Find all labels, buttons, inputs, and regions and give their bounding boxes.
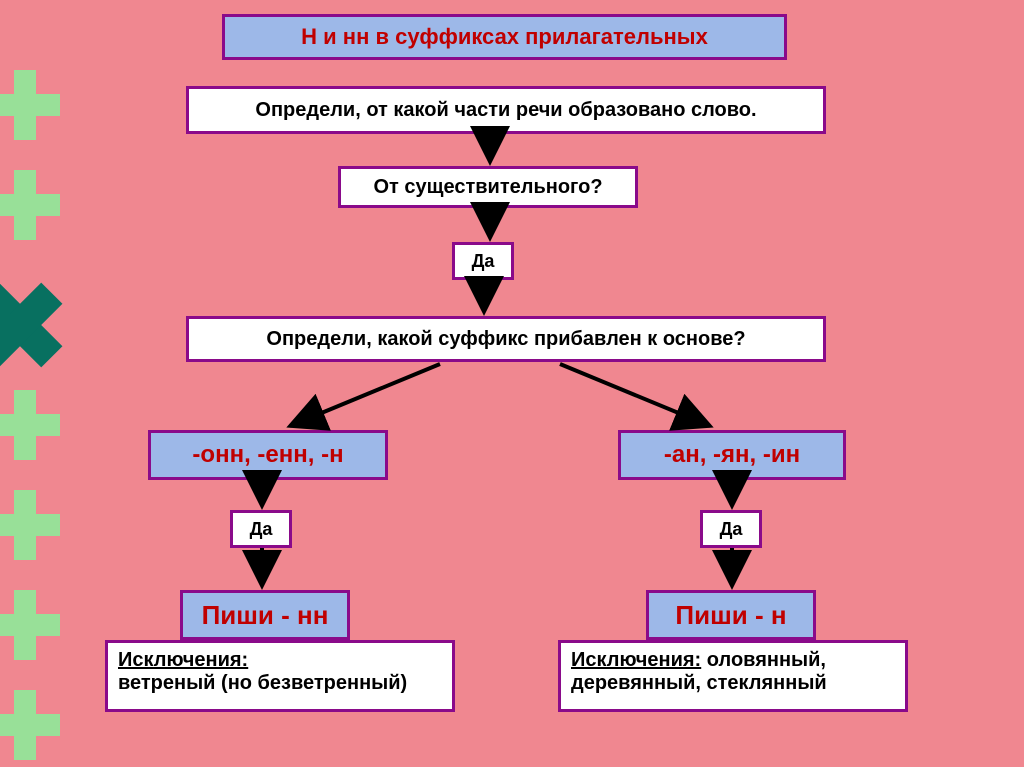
left-suffix-text: -онн, -енн, -н [192, 441, 343, 469]
step2-text: От существительного? [373, 176, 602, 199]
right-suffix-text: -ан, -ян, -ин [664, 441, 800, 469]
step3-text: Определи, какой суффикс прибавлен к осно… [266, 328, 745, 351]
write-nn-box: Пиши - нн [180, 590, 350, 640]
exc-left-text: ветреный (но безветренный) [118, 672, 407, 694]
exception-right-box: Исключения: оловянный, деревянный, стекл… [558, 640, 908, 712]
step3-box: Определи, какой суффикс прибавлен к осно… [186, 316, 826, 362]
write-n-box: Пиши - н [646, 590, 816, 640]
step2-box: От существительного? [338, 166, 638, 208]
da-right-box: Да [700, 510, 762, 548]
exc-left-label: Исключения: [118, 649, 248, 671]
da1-box: Да [452, 242, 514, 280]
title-text: Н и нн в суффиксах прилагательных [301, 24, 708, 50]
title-box: Н и нн в суффиксах прилагательных [222, 14, 787, 60]
right-suffix-box: -ан, -ян, -ин [618, 430, 846, 480]
step1-box: Определи, от какой части речи образовано… [186, 86, 826, 134]
exc-left-content: Исключения: ветреный (но безветренный) [118, 649, 407, 695]
write-nn-text: Пиши - нн [202, 600, 329, 631]
write-n-text: Пиши - н [675, 600, 786, 631]
step1-text: Определи, от какой части речи образовано… [255, 99, 756, 122]
exc-right-content: Исключения: оловянный, деревянный, стекл… [571, 649, 895, 695]
da-left-text: Да [250, 519, 273, 540]
exc-right-label: Исключения: [571, 649, 701, 671]
left-suffix-box: -онн, -енн, -н [148, 430, 388, 480]
da-right-text: Да [720, 519, 743, 540]
exception-left-box: Исключения: ветреный (но безветренный) [105, 640, 455, 712]
da-left-box: Да [230, 510, 292, 548]
da1-text: Да [472, 251, 495, 272]
